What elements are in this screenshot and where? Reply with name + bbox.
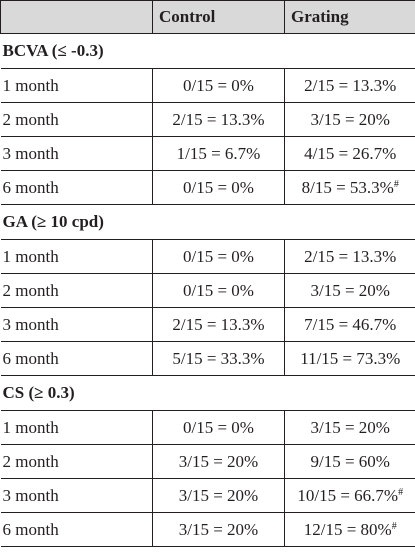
control-value: 0/15 = 0%: [152, 68, 285, 103]
row-label: 2 month: [0, 444, 153, 479]
row-label: 3 month: [0, 478, 153, 513]
table-row: 3 month 3/15 = 20% 10/15 = 66.7%#: [0, 478, 415, 513]
table-row: 3 month 2/15 = 13.3% 7/15 = 46.7%: [0, 307, 415, 342]
header-row: Control Grating: [0, 0, 415, 34]
row-label: 1 month: [0, 68, 153, 103]
grating-value: 2/15 = 13.3%: [304, 75, 397, 95]
section-row: BCVA (≤ -0.3): [0, 33, 415, 69]
grating-cell: 9/15 = 60%: [284, 444, 415, 479]
table-row: 2 month 2/15 = 13.3% 3/15 = 20%: [0, 102, 415, 137]
table-body: BCVA (≤ -0.3) 1 month 0/15 = 0% 2/15 = 13.3…: [0, 33, 415, 547]
row-label: 3 month: [0, 136, 153, 171]
section-title: CS (≥ 0.3): [0, 375, 415, 411]
section-title: BCVA (≤ -0.3): [0, 33, 415, 69]
row-label: 1 month: [0, 239, 153, 274]
grating-cell: 3/15 = 20%: [284, 273, 415, 308]
grating-cell: 7/15 = 46.7%: [284, 307, 415, 342]
grating-value: 11/15 = 73.3%: [300, 348, 401, 368]
header-control: Control: [152, 0, 285, 34]
table-row: 3 month 1/15 = 6.7% 4/15 = 26.7%: [0, 136, 415, 171]
header-blank-cell: [0, 0, 153, 34]
row-label: 6 month: [0, 512, 153, 547]
header-grating: Grating: [284, 0, 415, 34]
grating-cell: 12/15 = 80%#: [284, 512, 415, 547]
control-value: 2/15 = 13.3%: [152, 102, 285, 137]
table-row: 2 month 0/15 = 0% 3/15 = 20%: [0, 273, 415, 308]
grating-value: 12/15 = 80%: [303, 519, 392, 539]
grating-cell: 2/15 = 13.3%: [284, 68, 415, 103]
table-row: 1 month 0/15 = 0% 2/15 = 13.3%: [0, 239, 415, 274]
table-row: 6 month 0/15 = 0% 8/15 = 53.3%#: [0, 170, 415, 205]
control-value: 3/15 = 20%: [152, 444, 285, 479]
row-label: 3 month: [0, 307, 153, 342]
significance-mark: #: [391, 520, 397, 532]
grating-value: 2/15 = 13.3%: [304, 246, 397, 266]
control-value: 0/15 = 0%: [152, 170, 285, 205]
row-label: 1 month: [0, 410, 153, 445]
grating-value: 4/15 = 26.7%: [304, 143, 397, 163]
control-value: 1/15 = 6.7%: [152, 136, 285, 171]
grating-value: 10/15 = 66.7%: [297, 485, 399, 505]
row-label: 6 month: [0, 170, 153, 205]
control-value: 5/15 = 33.3%: [152, 341, 285, 376]
section-row: CS (≥ 0.3): [0, 375, 415, 411]
grating-value: 9/15 = 60%: [310, 451, 390, 471]
control-value: 0/15 = 0%: [152, 273, 285, 308]
grating-cell: 2/15 = 13.3%: [284, 239, 415, 274]
section-row: GA (≥ 10 cpd): [0, 204, 415, 240]
control-value: 0/15 = 0%: [152, 410, 285, 445]
grating-cell: 3/15 = 20%: [284, 102, 415, 137]
table-row: 6 month 3/15 = 20% 12/15 = 80%#: [0, 512, 415, 547]
grating-cell: 10/15 = 66.7%#: [284, 478, 415, 513]
grating-cell: 4/15 = 26.7%: [284, 136, 415, 171]
grating-value: 7/15 = 46.7%: [304, 314, 397, 334]
grating-cell: 11/15 = 73.3%: [284, 341, 415, 376]
grating-value: 3/15 = 20%: [310, 109, 390, 129]
grating-value: 3/15 = 20%: [310, 417, 390, 437]
grating-value: 8/15 = 53.3%: [301, 177, 394, 197]
control-value: 3/15 = 20%: [152, 478, 285, 513]
significance-mark: #: [398, 486, 404, 498]
table-row: 1 month 0/15 = 0% 2/15 = 13.3%: [0, 68, 415, 103]
row-label: 2 month: [0, 273, 153, 308]
row-label: 6 month: [0, 341, 153, 376]
table-row: 2 month 3/15 = 20% 9/15 = 60%: [0, 444, 415, 479]
control-value: 2/15 = 13.3%: [152, 307, 285, 342]
table-row: 6 month 5/15 = 33.3% 11/15 = 73.3%: [0, 341, 415, 376]
row-label: 2 month: [0, 102, 153, 137]
significance-mark: #: [393, 178, 399, 190]
grating-value: 3/15 = 20%: [310, 280, 390, 300]
grating-cell: 3/15 = 20%: [284, 410, 415, 445]
section-title: GA (≥ 10 cpd): [0, 204, 415, 240]
control-value: 3/15 = 20%: [152, 512, 285, 547]
table-header: Control Grating: [0, 0, 415, 34]
table-row: 1 month 0/15 = 0% 3/15 = 20%: [0, 410, 415, 445]
grating-cell: 8/15 = 53.3%#: [284, 170, 415, 205]
control-value: 0/15 = 0%: [152, 239, 285, 274]
